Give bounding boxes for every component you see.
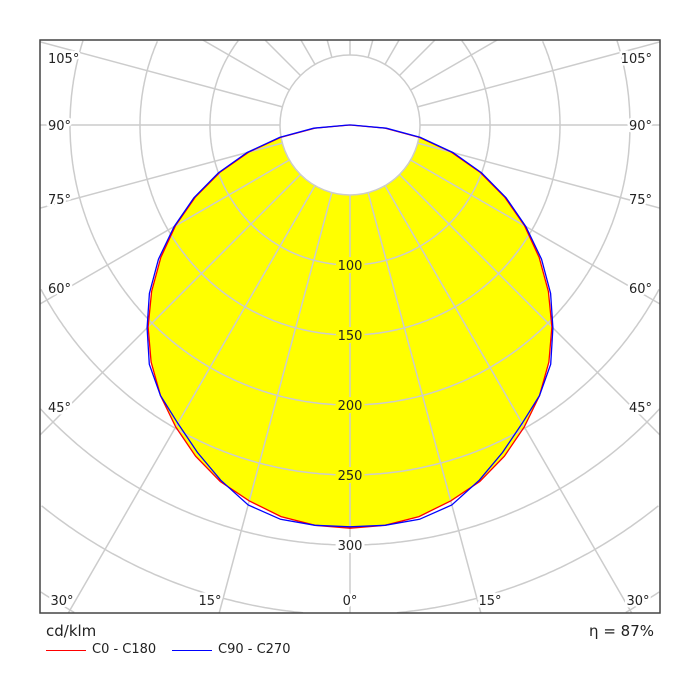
plot-frame bbox=[39, 39, 661, 614]
radial-tick-label: 200 bbox=[338, 399, 363, 414]
grid-radial-line bbox=[367, 40, 374, 58]
grid-radial-line bbox=[384, 40, 400, 65]
legend-item-c90: C90 - C270 bbox=[172, 642, 290, 658]
grid-radial-line bbox=[417, 142, 660, 209]
grid-radial-line bbox=[202, 40, 290, 91]
grid-circle bbox=[40, 408, 660, 546]
angle-label: 75° bbox=[629, 193, 652, 208]
grid-radial-line bbox=[67, 185, 316, 613]
grid-radial-line bbox=[40, 159, 290, 305]
grid-radial-line bbox=[367, 192, 482, 613]
grid-circle bbox=[69, 40, 631, 406]
angle-label: 30° bbox=[50, 594, 73, 609]
legend-item-c0: C0 - C180 bbox=[46, 642, 156, 658]
grid-radial-line bbox=[398, 40, 436, 77]
grid-radial-line bbox=[326, 40, 333, 58]
angle-label: 45° bbox=[48, 401, 71, 416]
legend-label: C90 - C270 bbox=[218, 642, 291, 657]
grid-circle bbox=[209, 40, 491, 266]
grid-circle bbox=[41, 505, 659, 613]
grid-radial-line bbox=[40, 41, 283, 108]
grid-circle bbox=[139, 40, 561, 336]
grid-radial-line bbox=[410, 159, 660, 305]
angle-label: 105° bbox=[48, 52, 79, 67]
radial-tick-label: 100 bbox=[338, 259, 363, 274]
angle-label: 90° bbox=[48, 119, 71, 134]
legend-label: C0 - C180 bbox=[92, 642, 157, 657]
grid-radial-line bbox=[264, 40, 302, 77]
legend-swatch-red bbox=[46, 649, 86, 651]
grid-radial-line bbox=[40, 173, 302, 436]
grid-radial-line bbox=[218, 192, 333, 613]
efficiency-label: η = 87% bbox=[589, 622, 654, 640]
grid-radial-line bbox=[417, 41, 660, 108]
legend-swatch-blue bbox=[172, 649, 212, 651]
radial-tick-label: 150 bbox=[338, 329, 363, 344]
grid-radial-line bbox=[398, 173, 660, 436]
radial-tick-label: 300 bbox=[338, 539, 363, 554]
grid-circle bbox=[40, 591, 660, 613]
angle-label: 30° bbox=[626, 594, 649, 609]
radial-tick-label: 250 bbox=[338, 469, 363, 484]
angle-label: 15° bbox=[478, 594, 501, 609]
grid-radial-line bbox=[410, 40, 498, 91]
angle-label: 75° bbox=[48, 193, 71, 208]
grid-radial-line bbox=[384, 185, 633, 613]
unit-label: cd/klm bbox=[46, 622, 97, 640]
angle-label: 45° bbox=[629, 401, 652, 416]
grid-radial-line bbox=[300, 40, 316, 65]
series-line-1 bbox=[146, 124, 554, 528]
angle-label: 60° bbox=[629, 282, 652, 297]
angle-label: 90° bbox=[629, 119, 652, 134]
angle-label: 0° bbox=[343, 594, 358, 609]
angle-label: 60° bbox=[48, 282, 71, 297]
angle-label: 15° bbox=[198, 594, 221, 609]
angle-label: 105° bbox=[621, 52, 652, 67]
grid-radial-line bbox=[40, 142, 283, 209]
grid-circle bbox=[40, 288, 660, 476]
